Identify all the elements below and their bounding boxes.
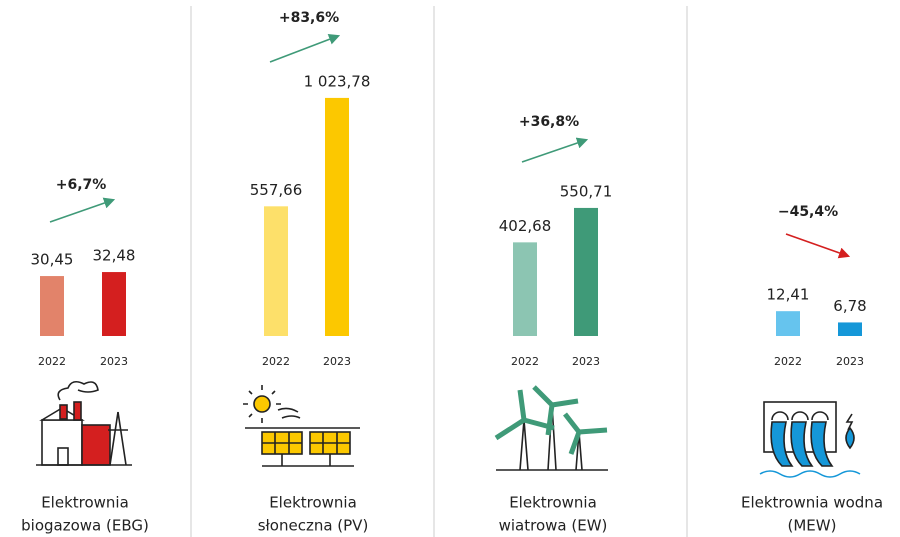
trend-arrow [521, 137, 589, 163]
value-label: 402,68 [499, 217, 552, 235]
value-label: 30,45 [31, 251, 74, 269]
value-label: 1 023,78 [304, 72, 371, 90]
bar [513, 242, 537, 336]
chart-title: słoneczna (PV) [258, 517, 369, 535]
year-label: 2022 [262, 355, 290, 368]
bar [40, 276, 64, 336]
value-label: 557,66 [250, 181, 303, 199]
icon-hydro [759, 401, 861, 478]
bar [838, 322, 862, 336]
change-label: +83,6% [279, 10, 339, 26]
chart-title: (MEW) [788, 517, 837, 535]
change-label: +36,8% [519, 114, 579, 130]
dividers [190, 6, 688, 537]
year-label: 2022 [774, 355, 802, 368]
year-label: 2023 [572, 355, 600, 368]
value-label: 32,48 [93, 247, 136, 265]
year-label: 2022 [38, 355, 66, 368]
bar [776, 311, 800, 336]
icon-wind [494, 385, 608, 471]
value-label: 12,41 [767, 286, 810, 304]
year-label: 2023 [323, 355, 351, 368]
change-label: −45,4% [778, 204, 838, 220]
bar [102, 272, 126, 336]
value-label: 6,78 [833, 297, 866, 315]
bar [264, 206, 288, 336]
year-label: 2023 [100, 355, 128, 368]
trend-arrow [785, 233, 851, 259]
year-label: 2023 [836, 355, 864, 368]
chart-title: Elektrownia [269, 494, 357, 512]
trend-arrow [49, 197, 116, 223]
chart-title: biogazowa (EBG) [21, 517, 149, 535]
value-label: 550,71 [560, 182, 613, 200]
bar [574, 207, 598, 336]
bar [325, 97, 349, 337]
icon-biogas [36, 380, 132, 466]
icon-solar [243, 385, 360, 467]
chart-title: Elektrownia [41, 494, 129, 512]
year-label: 2022 [511, 355, 539, 368]
chart-title: Elektrownia [509, 494, 597, 512]
change-label: +6,7% [56, 177, 107, 193]
chart-title: wiatrowa (EW) [499, 517, 608, 535]
chart-title: Elektrownia wodna [741, 494, 883, 512]
trend-arrow [269, 33, 341, 63]
